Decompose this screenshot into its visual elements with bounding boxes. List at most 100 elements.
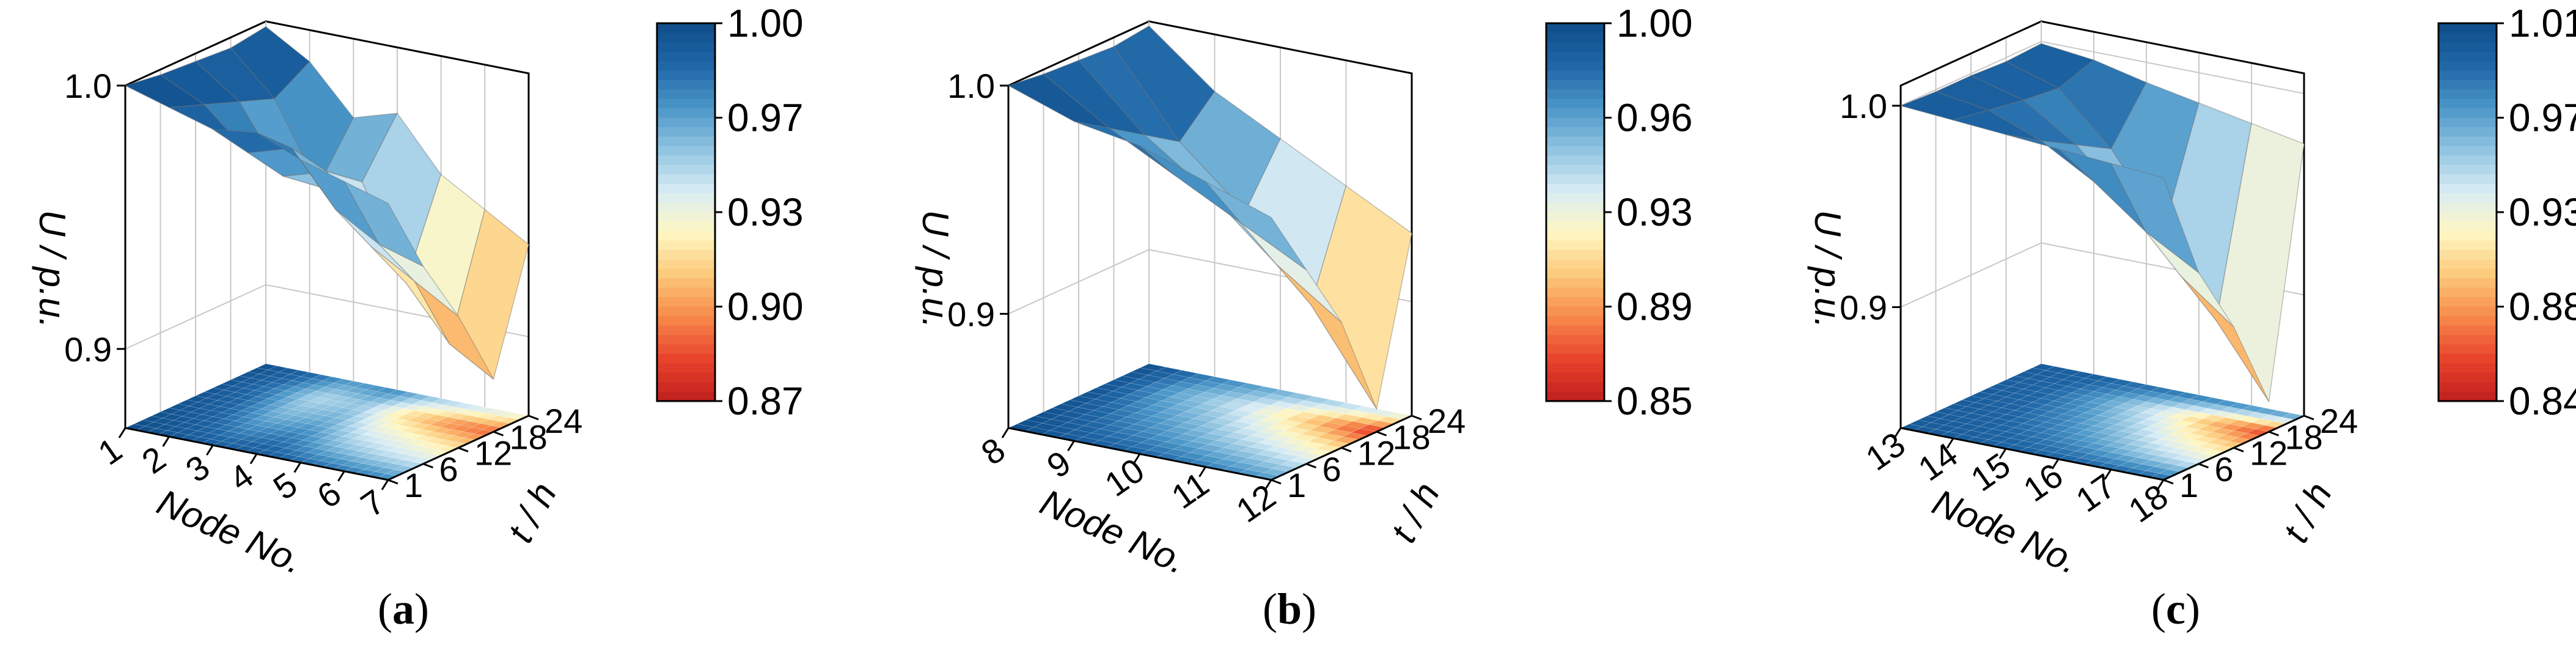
colorbar-band — [657, 183, 715, 194]
colorbar-band — [657, 315, 715, 326]
x-tick-label: 10 — [1098, 451, 1151, 504]
colorbar-tick-label: 0.87 — [727, 379, 804, 423]
colorbar-band — [657, 334, 715, 345]
colorbar-band — [2438, 297, 2497, 308]
voltage-surface — [1899, 43, 2305, 403]
x-axis-line — [1900, 427, 2164, 481]
colorbar-band — [657, 353, 715, 364]
y-tick-label: 1 — [1287, 466, 1306, 504]
x-tick-label: 17 — [2069, 466, 2122, 519]
y-tick — [2268, 430, 2280, 437]
z-tick-label: 1.0 — [64, 67, 112, 105]
colorbar-band — [1546, 89, 1604, 100]
x-tick — [2104, 469, 2112, 480]
colorbar-band — [1546, 117, 1604, 128]
y-tick — [2303, 415, 2314, 421]
colorbar-band — [1546, 174, 1604, 185]
colorbar-band — [657, 136, 715, 147]
colorbar-tick-label: 0.93 — [2509, 190, 2576, 234]
colorbar-band — [1546, 136, 1604, 147]
surface-cell — [379, 244, 459, 317]
colorbar-band — [2438, 287, 2497, 298]
colorbar-band — [1546, 79, 1604, 90]
colorbar-band — [1546, 306, 1604, 317]
x-tick — [1067, 440, 1075, 452]
x-tick — [381, 479, 389, 490]
colorbar-band — [2438, 89, 2497, 100]
colorbar-band — [657, 297, 715, 308]
x-tick — [206, 444, 214, 456]
x-tick-label: 7 — [354, 482, 392, 524]
x-tick-label: 2 — [135, 438, 173, 481]
y-tick — [1411, 415, 1422, 421]
colorbar-band — [2438, 278, 2497, 289]
colorbar-band — [1546, 108, 1604, 119]
colorbar-band — [2438, 306, 2497, 317]
colorbar-band — [2438, 136, 2497, 147]
y-tick — [1341, 447, 1352, 452]
y-tick-label: 1 — [2179, 466, 2198, 504]
surface-cell — [414, 281, 494, 380]
colorbar-band — [2438, 32, 2497, 43]
x-tick — [1998, 448, 2007, 459]
z-axis-title: U / p.u. — [915, 210, 956, 328]
colorbar-band — [657, 221, 715, 232]
z-tick-label: 1.0 — [1840, 87, 1887, 125]
colorbar-band — [1546, 315, 1604, 326]
x-tick — [249, 453, 258, 465]
colorbar-band — [1546, 353, 1604, 364]
colorbar-band — [2438, 183, 2497, 194]
colorbar-band — [1546, 240, 1604, 251]
x-tick — [162, 436, 170, 447]
x-tick — [2156, 479, 2165, 490]
y-tick-label: 6 — [1323, 450, 1341, 488]
colorbar-band — [1546, 382, 1604, 393]
y-tick-label: 18 — [510, 418, 548, 456]
x-tick-label: 8 — [974, 430, 1012, 472]
x-tick — [1132, 453, 1141, 465]
panel-label: (b) — [1263, 584, 1316, 633]
colorbar-band — [2438, 202, 2497, 213]
colorbar-band — [1546, 202, 1604, 213]
y-tick — [2198, 463, 2209, 469]
colorbar-band — [1546, 146, 1604, 156]
z-axis-title: U / p.u. — [1807, 210, 1848, 328]
colorbar-band — [2438, 391, 2497, 402]
colorbar-band — [657, 89, 715, 100]
colorbar-band — [657, 240, 715, 251]
colorbar-band — [657, 325, 715, 336]
colorbar-band — [1546, 363, 1604, 374]
x-tick — [2051, 459, 2060, 470]
colorbar-tick-label: 0.85 — [1616, 379, 1693, 423]
colorbar-band — [657, 174, 715, 185]
colorbar-band — [1546, 297, 1604, 308]
x-axis-title: Node No. — [1926, 481, 2085, 581]
colorbar-band — [1546, 221, 1604, 232]
colorbar-band — [657, 193, 715, 204]
colorbar-band — [657, 155, 715, 166]
colorbar-band — [1546, 32, 1604, 43]
colorbar-tick-label: 1.00 — [1616, 1, 1693, 45]
x-tick-label: 9 — [1040, 443, 1077, 485]
colorbar-band — [1546, 193, 1604, 204]
colorbar-band — [2438, 193, 2497, 204]
colorbar-band — [657, 23, 715, 34]
colorbar-band — [657, 70, 715, 81]
x-tick — [1001, 427, 1010, 438]
colorbar-band — [1546, 23, 1604, 34]
colorbar-band — [657, 117, 715, 128]
colorbar: 1.01 0.97 0.93 0.88 0.84 — [2437, 1, 2576, 423]
colorbar-band — [2438, 164, 2497, 175]
colorbar-band — [2438, 155, 2497, 166]
voltage-surface — [124, 26, 529, 380]
colorbar-tick-label: 0.88 — [2509, 285, 2576, 329]
surface-cell — [2110, 163, 2200, 274]
colorbar-band — [657, 249, 715, 260]
y-tick-label: 24 — [545, 402, 582, 440]
colorbar-band — [1546, 391, 1604, 402]
colorbar-band — [2438, 212, 2497, 223]
colorbar-band — [2438, 249, 2497, 260]
x-tick-label: 18 — [2121, 476, 2174, 529]
